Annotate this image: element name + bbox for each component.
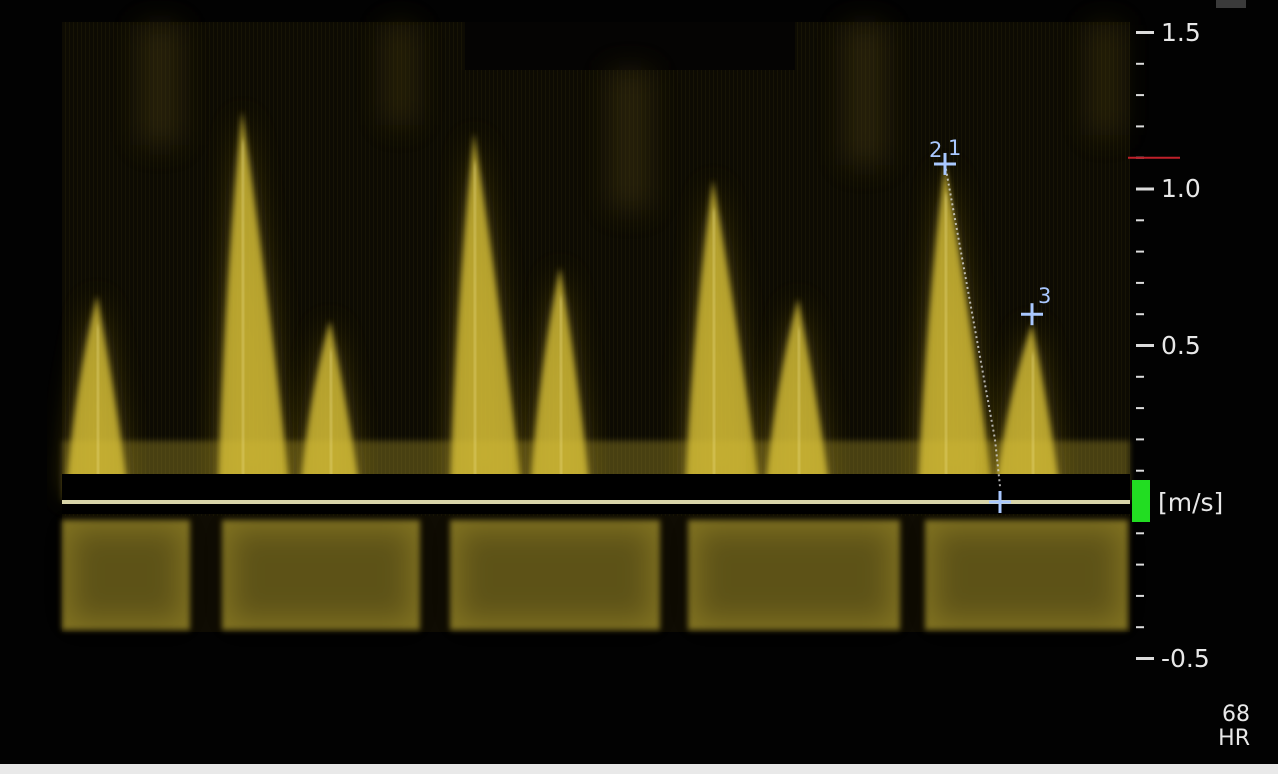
bottom-strip [0,764,1278,774]
waveform-core [943,193,949,491]
heart-rate-value: 68 [1222,702,1250,727]
waveform-core [472,162,478,491]
background-glow [140,25,1120,210]
waveform-peak [685,179,760,491]
velocity-unit-label: [m/s] [1158,488,1224,517]
reverse-flow-shade [698,530,890,620]
waveform-core [95,325,101,491]
waveform-core [1030,353,1036,491]
scale-label: 1.0 [1161,174,1201,203]
top-right-patch [1216,0,1246,8]
waveform-peak [995,323,1060,491]
marker-label-2: 2 [929,138,943,162]
baseline-shadow [62,474,1130,514]
measurement-markers [934,152,1043,513]
waveform-core [558,297,564,491]
waveform-peak [450,132,522,491]
reverse-flow-shade [935,530,1118,620]
baseline-indicator [1132,480,1150,522]
scale-label: 1.5 [1161,17,1201,47]
waveform-core [711,209,717,491]
scale-label: 0.5 [1161,330,1201,360]
reverse-flow-shade [72,530,180,620]
waveform-core [796,328,802,491]
reverse-flow-band [62,516,1130,632]
deceleration-trace [944,163,1001,487]
scale-label: -0.5 [1161,643,1210,673]
waveform-peak [918,163,993,491]
marker-label-3: 3 [1038,284,1052,308]
waveform-core [240,140,246,491]
reverse-flow-shade [460,530,650,620]
reverse-flow-shade [232,530,410,620]
marker-label-1: 1 [948,136,962,160]
heart-rate-readout: 68 HR [1196,703,1250,751]
velocity-scale [1136,31,1154,660]
heart-rate-label: HR [1218,726,1250,751]
waveform-core [328,350,334,491]
sweep-dark-window [465,22,795,70]
waveform-peak [218,110,290,491]
